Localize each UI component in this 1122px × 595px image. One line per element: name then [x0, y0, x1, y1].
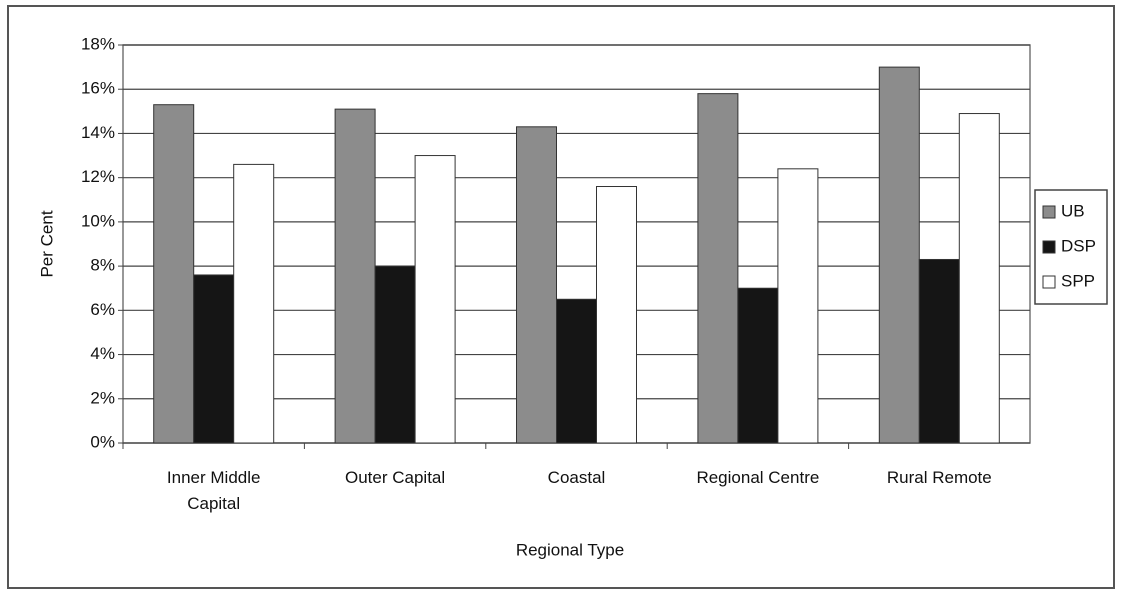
y-tick-label: 10% — [81, 211, 115, 230]
bar — [556, 298, 597, 444]
x-tick-label: Inner Middle Capital — [166, 468, 261, 513]
bar — [516, 126, 557, 444]
y-axis-title: Per Cent — [37, 210, 56, 277]
legend-label: UB — [1061, 201, 1085, 220]
bar — [233, 163, 275, 444]
y-tick-label: 18% — [81, 34, 115, 53]
legend-swatch — [1042, 240, 1056, 254]
bar — [193, 274, 235, 444]
bar — [737, 287, 779, 444]
y-tick-label: 8% — [90, 256, 115, 275]
y-tick-label: 14% — [81, 123, 115, 142]
x-tick-label: Regional Centre — [696, 468, 820, 487]
y-tick-label: 16% — [81, 79, 115, 98]
legend-swatch — [1042, 275, 1056, 289]
legend-label: SPP — [1061, 271, 1095, 290]
y-tick-label: 6% — [90, 300, 115, 319]
bar — [414, 155, 456, 444]
y-tick-label: 12% — [81, 167, 115, 186]
bar — [596, 186, 637, 444]
y-tick-label: 4% — [90, 344, 115, 363]
y-tick-label: 2% — [90, 388, 115, 407]
x-tick-label: Rural Remote — [886, 468, 992, 487]
bar — [918, 258, 960, 444]
bar — [777, 168, 819, 444]
bar — [878, 66, 920, 444]
y-tick-label: 0% — [90, 432, 115, 451]
legend-swatch — [1042, 205, 1056, 219]
x-tick-label: Coastal — [547, 468, 606, 487]
x-axis-title: Regional Type — [516, 540, 624, 559]
bar — [958, 113, 1000, 444]
bar — [153, 104, 195, 444]
bar — [697, 93, 739, 444]
chart-border — [7, 5, 1115, 589]
x-tick-label: Outer Capital — [345, 468, 446, 487]
bar — [334, 108, 376, 444]
bar — [374, 265, 416, 444]
legend-label: DSP — [1061, 236, 1096, 255]
